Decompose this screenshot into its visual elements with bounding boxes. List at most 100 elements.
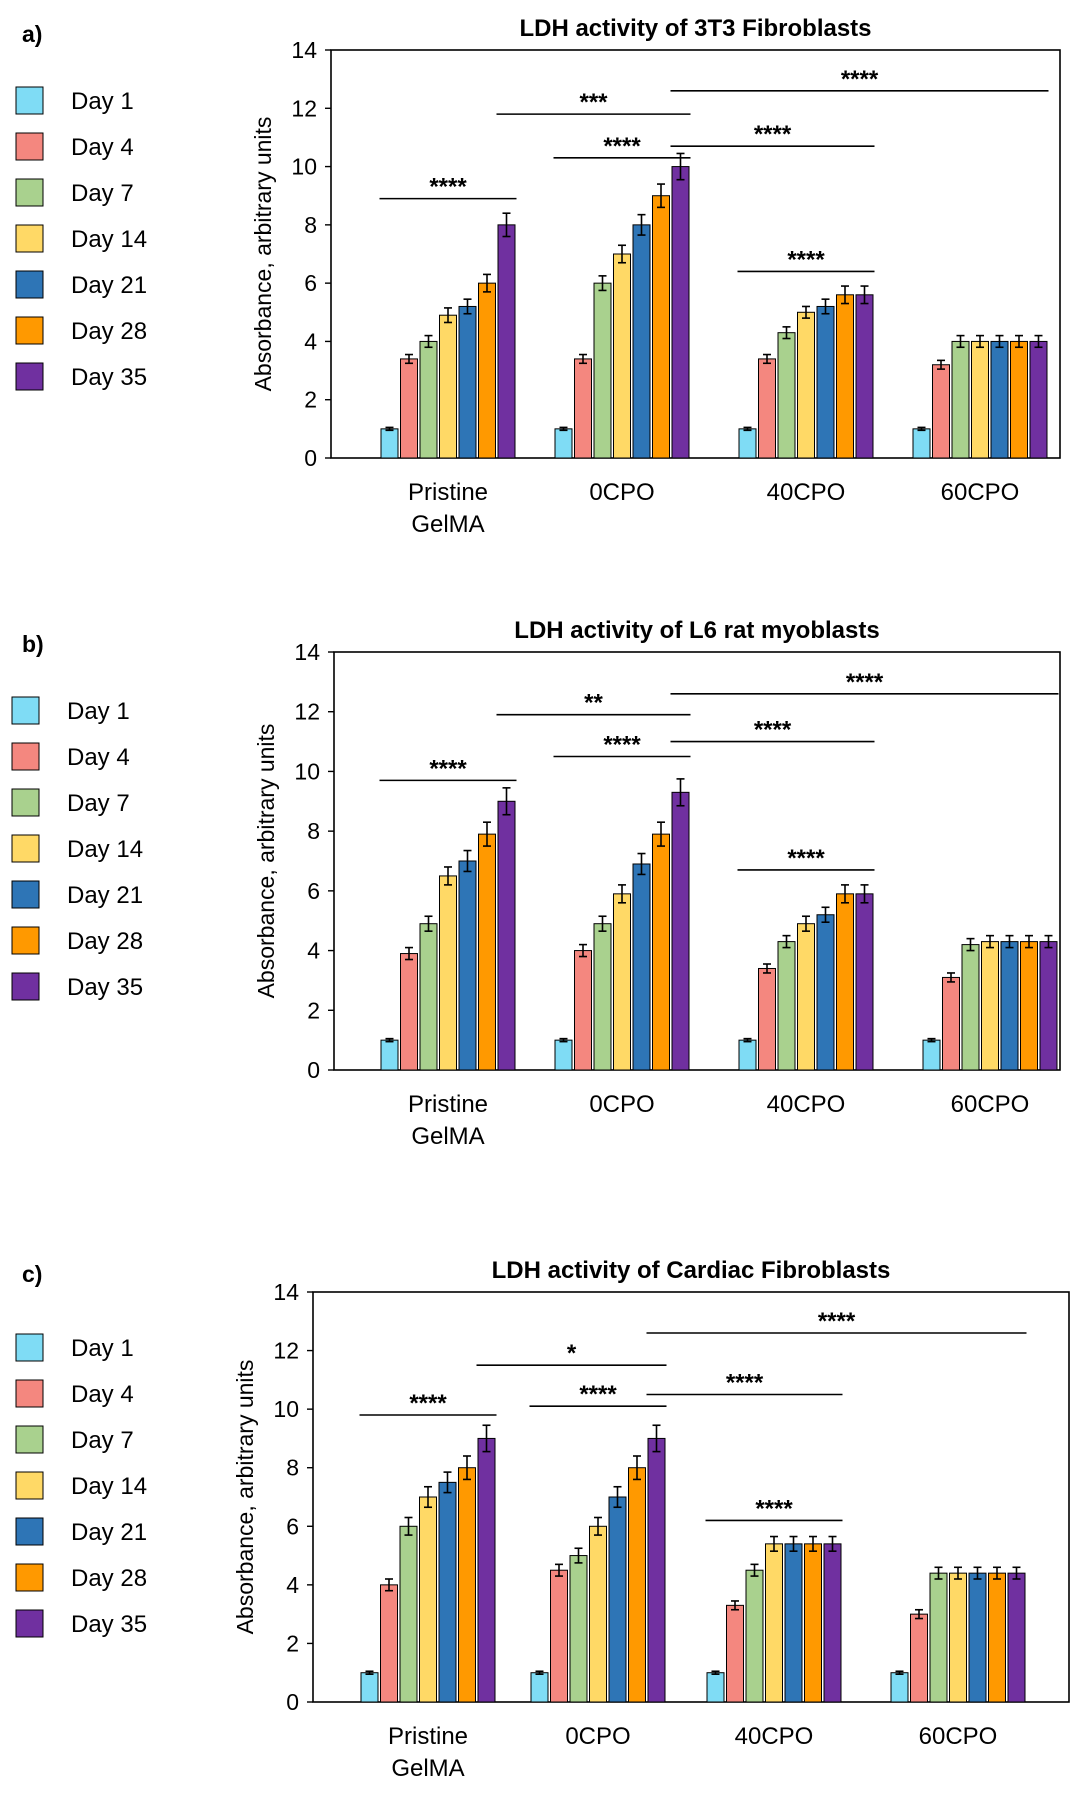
x-category-label: 40CPO [767, 1091, 846, 1118]
bar [554, 1039, 573, 1071]
y-tick-label: 12 [291, 95, 317, 121]
bar [671, 166, 690, 459]
bar [458, 860, 477, 1071]
legend-label: Day 4 [67, 744, 130, 771]
significance-stars: **** [787, 845, 825, 872]
y-tick-label: 0 [304, 445, 317, 471]
legend-swatch [15, 1425, 44, 1454]
panel-label: b) [22, 631, 44, 657]
bar [816, 305, 835, 459]
y-tick-label: 6 [307, 878, 320, 904]
bar [745, 1569, 764, 1703]
bar [574, 358, 592, 459]
y-tick-label: 2 [304, 387, 317, 413]
y-tick-label: 2 [286, 1630, 299, 1656]
bar [632, 224, 651, 459]
bar [836, 893, 854, 1071]
significance-stars: *** [579, 89, 608, 116]
bar [380, 1039, 399, 1071]
bar [758, 967, 776, 1071]
y-tick-label: 14 [291, 37, 317, 63]
legend-swatch [11, 926, 40, 955]
bar [971, 340, 989, 459]
x-category-label: GelMA [411, 1123, 484, 1150]
x-category-label: 0CPO [565, 1723, 630, 1750]
bar [569, 1555, 588, 1703]
bar [439, 875, 457, 1071]
bar [458, 305, 477, 459]
y-tick-label: 10 [291, 154, 317, 180]
x-category-label: 40CPO [735, 1723, 814, 1750]
plot-frame [333, 651, 1061, 1071]
y-tick-label: 12 [273, 1338, 299, 1364]
y-axis-label: Absorbance, arbitrary units [232, 1360, 258, 1635]
significance-stars: **** [579, 1381, 617, 1408]
significance-stars: **** [603, 732, 641, 759]
y-tick-label: 6 [286, 1513, 299, 1539]
x-category-label: GelMA [391, 1755, 464, 1782]
bar [1000, 941, 1019, 1071]
bar [777, 941, 796, 1071]
bar [804, 1543, 822, 1703]
y-tick-label: 2 [307, 997, 320, 1023]
legend-swatch [15, 132, 44, 161]
bar [1029, 340, 1048, 459]
bar [932, 364, 950, 459]
legend-swatch [11, 696, 40, 725]
significance-stars: **** [754, 717, 792, 744]
bar [419, 1496, 437, 1703]
bar [652, 195, 670, 459]
bar [613, 893, 631, 1071]
significance-stars: **** [429, 174, 467, 201]
chart-panel-b: b) LDH activity of L6 rat myoblasts 0 2 4 6 8 1… [11, 617, 1061, 1150]
bar [784, 1543, 803, 1703]
bar [593, 923, 612, 1071]
legend-swatch [11, 788, 40, 817]
significance-stars: ** [584, 690, 603, 717]
bar [497, 800, 516, 1071]
legend-swatch [11, 742, 40, 771]
bar [652, 833, 670, 1071]
bar [951, 340, 970, 459]
bar [942, 976, 960, 1071]
legend-label: Day 21 [71, 1519, 147, 1546]
bar [981, 941, 999, 1071]
legend-label: Day 14 [67, 836, 143, 863]
bar [765, 1543, 783, 1703]
legend-swatch [15, 178, 44, 207]
bar [647, 1437, 666, 1703]
bar [922, 1039, 941, 1071]
x-category-label: Pristine [408, 479, 488, 506]
significance-stars: **** [726, 1370, 764, 1397]
chart-panel-c: c) LDH activity of Cardiac Fibroblasts 0 2 4… [15, 1257, 1070, 1782]
legend-swatch [15, 1563, 44, 1592]
y-tick-label: 4 [307, 938, 320, 964]
bar [706, 1672, 725, 1703]
bar [400, 953, 418, 1071]
legend-label: Day 14 [71, 1473, 147, 1500]
bar [589, 1525, 607, 1703]
legend-label: Day 28 [67, 928, 143, 955]
x-category-label: GelMA [411, 511, 484, 538]
bar [550, 1569, 568, 1703]
bar [380, 1584, 398, 1703]
y-tick-label: 8 [304, 212, 317, 238]
legend-label: Day 7 [67, 790, 130, 817]
legend-label: Day 14 [71, 226, 147, 253]
bar [593, 282, 612, 459]
x-category-label: 0CPO [589, 1091, 654, 1118]
legend-label: Day 1 [71, 1335, 134, 1362]
bar [990, 340, 1009, 459]
bar [910, 1613, 928, 1703]
legend-label: Day 28 [71, 1565, 147, 1592]
significance-stars: **** [787, 246, 825, 273]
bar [399, 1525, 418, 1703]
legend-label: Day 35 [71, 364, 147, 391]
legend-label: Day 7 [71, 1427, 134, 1454]
bar [1007, 1572, 1026, 1703]
bar [419, 340, 438, 459]
legend-label: Day 28 [71, 318, 147, 345]
significance-stars: **** [603, 133, 641, 160]
bar [797, 923, 815, 1071]
